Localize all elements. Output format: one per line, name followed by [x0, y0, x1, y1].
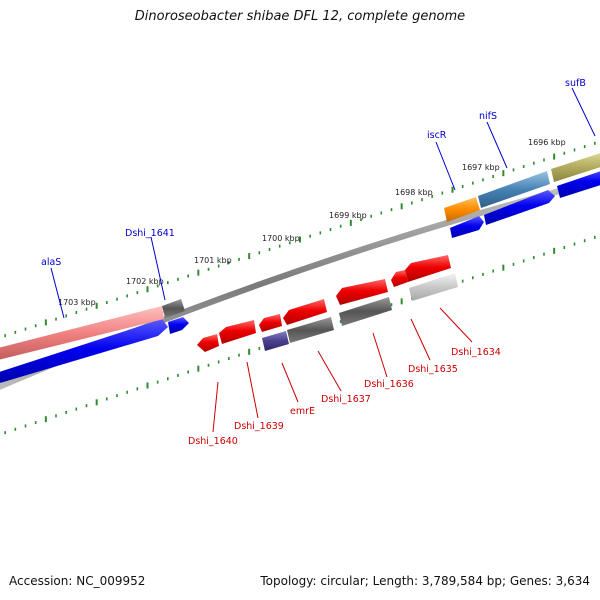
- kbp-ruler: 1703 kbp 1702 kbp 1701 kbp 1700 kbp 1699…: [58, 138, 566, 307]
- leader-line: [150, 236, 166, 301]
- gene-label-nifS: nifS: [479, 111, 497, 122]
- forward-gene-dshi-1641: [162, 299, 185, 318]
- gene-label-alaS: alaS: [41, 257, 61, 268]
- reverse-gene-dshi-1637: [287, 317, 334, 343]
- reverse-gene-dshi-1637-red: [283, 299, 327, 325]
- gene-label-dshi-1639: Dshi_1639: [234, 421, 284, 432]
- accession-text: Accession: NC_009952: [9, 574, 146, 588]
- reverse-gene-dshi-1639b: [259, 314, 282, 332]
- leader-line: [435, 141, 456, 191]
- forward-cds-iscR: [450, 216, 484, 238]
- reverse-strand: [197, 255, 458, 352]
- kbp-label: 1697 kbp: [462, 163, 500, 172]
- leader-line: [372, 332, 388, 378]
- leader-line: [246, 361, 259, 419]
- kbp-label: 1700 kbp: [262, 234, 300, 243]
- gene-label-dshi-1641: Dshi_1641: [125, 228, 175, 239]
- gene-label-dshi-1634: Dshi_1634: [451, 347, 501, 358]
- forward-labels: [50, 87, 596, 319]
- leader-line: [317, 350, 342, 392]
- reverse-gene-emrE: [262, 331, 289, 351]
- forward-cds-alaS: [0, 319, 168, 384]
- gene-label-sufB: sufB: [565, 78, 586, 89]
- kbp-label: 1699 kbp: [329, 211, 367, 220]
- gene-label-iscR: iscR: [427, 130, 447, 141]
- gene-label-emrE: emrE: [290, 406, 315, 417]
- leader-line: [50, 267, 65, 319]
- gene-label-dshi-1635: Dshi_1635: [408, 364, 458, 375]
- gene-label-dshi-1640: Dshi_1640: [188, 436, 238, 447]
- kbp-label: 1696 kbp: [528, 138, 566, 147]
- kbp-label: 1703 kbp: [58, 298, 96, 307]
- leader-line: [212, 381, 219, 433]
- kbp-label: 1698 kbp: [395, 188, 433, 197]
- leader-line: [486, 121, 508, 169]
- reverse-gene-dshi-1636-red: [336, 279, 388, 305]
- reverse-gene-dshi-1634: [409, 273, 458, 301]
- tick-marks: [4, 141, 596, 435]
- leader-line: [410, 318, 431, 361]
- genome-stats-text: Topology: circular; Length: 3,789,584 bp…: [260, 574, 590, 588]
- forward-strand: [0, 153, 600, 384]
- leader-line: [439, 307, 473, 343]
- forward-gene-nifS: [478, 171, 550, 208]
- gene-label-dshi-1636: Dshi_1636: [364, 379, 414, 390]
- leader-line: [281, 362, 299, 403]
- forward-cds-nifS: [484, 190, 555, 225]
- forward-cds-dshi-1641: [168, 317, 189, 334]
- leader-line: [571, 87, 596, 137]
- reverse-gene-dshi-1640: [197, 334, 219, 352]
- forward-gene-iscR: [444, 197, 480, 222]
- reverse-gene-dshi-1639: [219, 320, 256, 344]
- kbp-label: 1701 kbp: [194, 256, 232, 265]
- forward-cds-sufB: [557, 171, 600, 198]
- reverse-labels: [212, 307, 473, 433]
- forward-gene-sufB: [551, 153, 600, 182]
- map-title: Dinoroseobacter shibae DFL 12, complete …: [134, 9, 466, 24]
- reverse-gene-dshi-1634-red: [405, 255, 451, 282]
- kbp-label: 1702 kbp: [126, 277, 164, 286]
- forward-gene-alaS: [0, 306, 164, 360]
- reverse-gene-dshi-1636: [339, 297, 392, 326]
- reverse-gene-dshi-1635: [391, 270, 408, 287]
- gene-label-dshi-1637: Dshi_1637: [321, 394, 371, 405]
